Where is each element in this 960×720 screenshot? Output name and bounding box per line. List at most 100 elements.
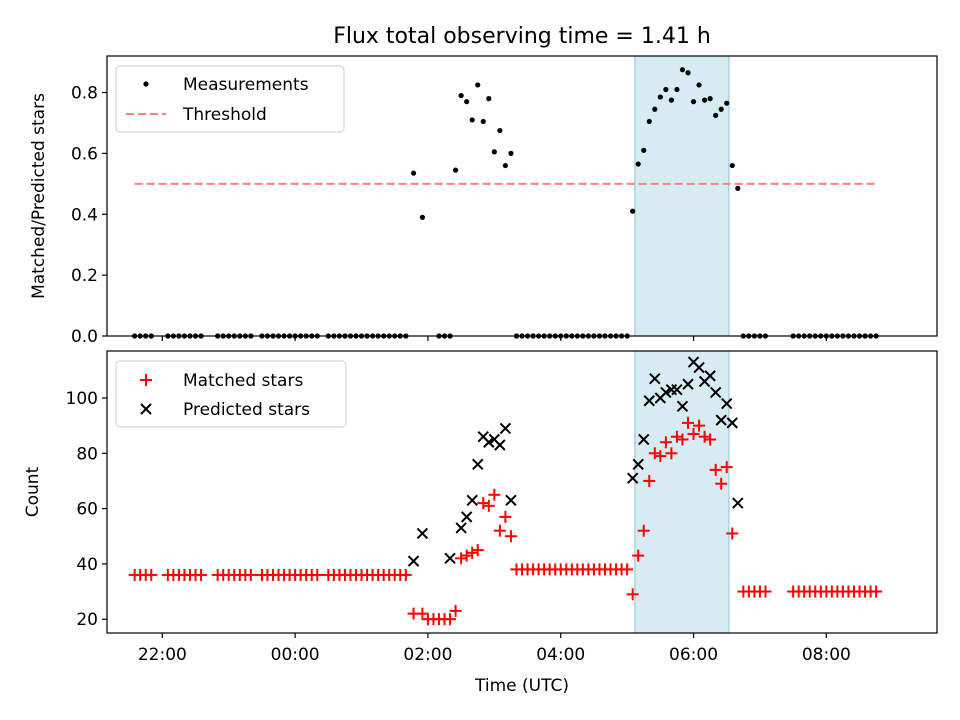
bottom-panel: 20 40 60 80 100 22:00 00:00 02:00 04:00 06:00 08:… bbox=[23, 350, 938, 696]
top-y-ticks: 0.0 0.2 0.4 0.6 0.8 bbox=[71, 84, 107, 347]
matched-star-point bbox=[244, 568, 257, 581]
y-tick-label: 0.4 bbox=[71, 205, 98, 225]
measurement-point bbox=[713, 112, 719, 118]
bottom-axes-frame bbox=[106, 350, 938, 634]
y-tick-label: 0.6 bbox=[71, 144, 98, 164]
matched-star-point bbox=[659, 436, 672, 449]
predicted-star-point bbox=[444, 552, 456, 565]
matched-star-point bbox=[687, 427, 700, 440]
y-tick-label: 0.2 bbox=[71, 266, 98, 286]
y-tick-label: 80 bbox=[76, 444, 98, 464]
predicted-star-point bbox=[671, 383, 683, 396]
predicted-star-point bbox=[416, 527, 429, 540]
predicted-star-point bbox=[455, 522, 467, 534]
predicted-star-point bbox=[649, 372, 661, 385]
measurement-point bbox=[453, 167, 459, 173]
measurement-point bbox=[486, 96, 492, 102]
top-x-ticks bbox=[161, 336, 827, 341]
predicted-star-point bbox=[709, 386, 722, 399]
predicted-star-point bbox=[721, 397, 733, 410]
matched-star-point bbox=[715, 477, 728, 490]
predicted-stars-points bbox=[407, 356, 744, 567]
predicted-star-point bbox=[704, 370, 716, 382]
measurement-point bbox=[663, 86, 669, 93]
predicted-star-point bbox=[715, 414, 727, 426]
matched-star-point bbox=[504, 530, 517, 543]
highlight-span-band bbox=[634, 350, 730, 634]
predicted-star-point bbox=[494, 439, 506, 451]
matched-star-point bbox=[676, 433, 689, 446]
matched-star-point bbox=[493, 524, 506, 537]
measurement-point bbox=[679, 67, 686, 73]
x-tick-label: 04:00 bbox=[536, 645, 585, 665]
matched-star-point bbox=[720, 461, 733, 474]
measurement-point bbox=[735, 185, 741, 191]
top-axes-frame bbox=[106, 55, 938, 337]
measurement-point bbox=[702, 97, 708, 103]
matched-star-point bbox=[477, 497, 490, 510]
y-tick-label: 100 bbox=[66, 389, 98, 409]
legend-x-marker bbox=[140, 403, 152, 415]
matched-star-point bbox=[460, 549, 473, 562]
measurement-point bbox=[491, 149, 497, 155]
predicted-star-point bbox=[732, 497, 744, 509]
x-tick-label: 00:00 bbox=[271, 645, 320, 665]
matched-star-point bbox=[444, 613, 457, 626]
x-tick-label: 02:00 bbox=[403, 645, 452, 665]
measurement-point bbox=[724, 100, 730, 106]
bottom-y-ticks: 20 40 60 80 100 bbox=[66, 389, 107, 630]
measurement-point bbox=[641, 147, 647, 153]
matched-star-point bbox=[195, 568, 208, 581]
measurement-point bbox=[480, 118, 486, 125]
bottom-legend-box bbox=[115, 360, 347, 428]
matched-star-point bbox=[482, 499, 495, 512]
matched-star-point bbox=[621, 563, 634, 576]
top-legend-box bbox=[115, 65, 345, 133]
predicted-star-point bbox=[407, 555, 420, 567]
legend-threshold-label: Threshold bbox=[182, 105, 267, 125]
predicted-star-point bbox=[626, 472, 639, 484]
x-tick-label: 06:00 bbox=[669, 645, 718, 665]
matched-star-point bbox=[145, 568, 158, 581]
y-tick-label: 0.0 bbox=[71, 327, 98, 347]
matched-star-point bbox=[670, 430, 683, 443]
measurement-point bbox=[729, 162, 735, 169]
measurement-point bbox=[508, 150, 514, 156]
legend-dot-marker bbox=[143, 81, 149, 87]
matched-star-point bbox=[709, 463, 722, 476]
matched-star-point bbox=[759, 585, 772, 598]
chart-title: Flux total observing time = 1.41 h bbox=[333, 24, 711, 49]
matched-star-point bbox=[637, 524, 650, 537]
measurement-point bbox=[469, 117, 475, 123]
matched-star-point bbox=[488, 488, 501, 501]
y-tick-label: 40 bbox=[76, 555, 98, 575]
matched-stars-points bbox=[128, 416, 883, 626]
predicted-star-point bbox=[483, 436, 495, 448]
matched-star-point bbox=[416, 607, 429, 620]
measurement-point bbox=[718, 106, 724, 112]
measurement-point bbox=[502, 162, 508, 169]
matched-star-point bbox=[665, 447, 678, 460]
predicted-star-point bbox=[499, 422, 512, 435]
highlight-span-band bbox=[634, 55, 730, 337]
measurement-point bbox=[690, 99, 697, 105]
matched-star-point bbox=[682, 416, 694, 429]
matched-star-point bbox=[693, 419, 706, 432]
matched-star-point bbox=[466, 546, 479, 559]
measurement-point bbox=[646, 118, 652, 125]
matched-star-point bbox=[471, 544, 484, 557]
measurement-point bbox=[635, 161, 641, 167]
matched-star-point bbox=[726, 527, 739, 540]
bottom-legend: Matched stars Predicted stars bbox=[115, 360, 347, 428]
legend-measurements-label: Measurements bbox=[183, 75, 309, 95]
bottom-x-ticks: 22:00 00:00 02:00 04:00 06:00 08:00 bbox=[138, 633, 851, 665]
measurement-point bbox=[497, 127, 503, 134]
measurement-point bbox=[410, 170, 417, 176]
matched-star-point bbox=[499, 510, 512, 523]
measurement-point bbox=[475, 82, 481, 88]
matched-star-point bbox=[698, 430, 711, 443]
matched-star-point bbox=[654, 450, 667, 463]
top-highlight-span bbox=[634, 55, 730, 337]
predicted-star-point bbox=[632, 458, 644, 471]
